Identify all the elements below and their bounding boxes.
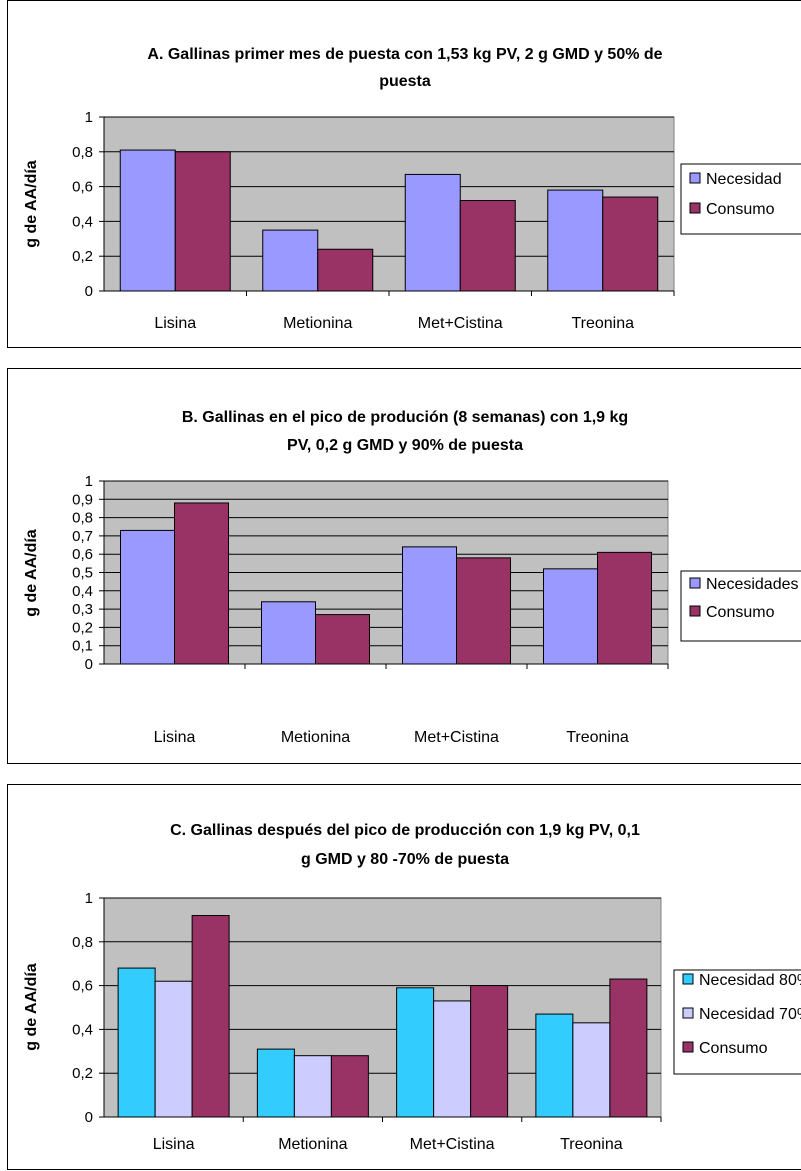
y-tick-label: 0 [85, 656, 93, 673]
chart-panel-a: A. Gallinas primer mes de puesta con 1,5… [7, 0, 801, 348]
bar-necesidad-70--met-cistina [433, 1000, 472, 1118]
chart-title-line: C. Gallinas después del pico de producci… [170, 822, 640, 839]
chart-panel-b: B. Gallinas en el pico de produción (8 s… [7, 368, 801, 764]
x-category-label: Metionina [278, 1136, 347, 1153]
y-tick-label: 0 [85, 283, 93, 300]
y-axis-label: g de AA/día [23, 160, 40, 248]
bar-necesidades-treonina [543, 568, 598, 665]
x-category-label: Lisina [153, 1136, 195, 1153]
legend-swatch [689, 202, 701, 214]
chart-c-svg: C. Gallinas después del pico de producci… [23, 822, 801, 1153]
y-axis-label: g de AA/día [23, 963, 40, 1051]
y-tick-label: 1 [85, 890, 93, 907]
bar-consumo-metionina [330, 1055, 369, 1118]
chart-title-line: A. Gallinas primer mes de puesta con 1,5… [147, 46, 662, 63]
bar-necesidad-80--met-cistina [396, 987, 435, 1118]
x-category-label: Treonina [566, 729, 629, 746]
legend-swatch [682, 1041, 694, 1053]
y-tick-label: 0,4 [72, 583, 93, 600]
y-tick-label: 1 [85, 473, 93, 490]
x-category-label: Lisina [154, 315, 196, 332]
y-tick-label: 0,5 [72, 565, 93, 582]
chart-title-line: B. Gallinas en el pico de produción (8 s… [182, 409, 628, 426]
bar-necesidad-lisina [119, 149, 176, 292]
y-tick-label: 0,9 [72, 491, 93, 508]
bar-consumo-metionina [315, 614, 370, 665]
chart-title-line: PV, 0,2 g GMD y 90% de puesta [287, 437, 523, 454]
y-tick-label: 0,4 [72, 1021, 93, 1038]
chart-title-line: g GMD y 80 -70% de puesta [301, 851, 509, 868]
x-category-label: Met+Cistina [414, 729, 499, 746]
y-tick-label: 0,6 [72, 179, 93, 196]
legend-entry-label: Consumo [706, 604, 775, 621]
bar-necesidad-metionina [262, 229, 319, 292]
bar-necesidades-lisina [120, 529, 175, 665]
x-category-label: Met+Cistina [410, 1136, 495, 1153]
x-category-label: Lisina [154, 729, 196, 746]
legend-swatch [689, 577, 701, 589]
legend-box [680, 570, 801, 642]
y-tick-label: 0,1 [72, 638, 93, 655]
bar-consumo-met-cistina [470, 985, 509, 1118]
bar-consumo-treonina [602, 196, 659, 292]
chart-b-svg: B. Gallinas en el pico de produción (8 s… [23, 409, 801, 746]
legend-swatch [682, 973, 694, 985]
y-tick-label: 1 [85, 109, 93, 126]
x-category-label: Met+Cistina [418, 315, 503, 332]
y-tick-label: 0,2 [72, 619, 93, 636]
bar-necesidad-treonina [547, 189, 604, 292]
legend-entry-label: Consumo [706, 201, 775, 218]
x-category-label: Treonina [560, 1136, 623, 1153]
chart-title-line: puesta [379, 73, 431, 90]
bar-consumo-treonina [609, 978, 648, 1118]
bar-necesidad-70--metionina [293, 1055, 332, 1118]
y-tick-label: 0,8 [72, 510, 93, 527]
bar-consumo-lisina [191, 915, 230, 1118]
y-tick-label: 0,7 [72, 528, 93, 545]
bar-consumo-lisina [174, 151, 231, 292]
legend-swatch [689, 605, 701, 617]
chart-a-svg: A. Gallinas primer mes de puesta con 1,5… [23, 46, 801, 332]
legend-entry-label: Necesidades [706, 576, 799, 593]
bar-necesidad-80--lisina [117, 967, 156, 1118]
legend-swatch [689, 172, 701, 184]
bar-necesidades-met-cistina [402, 546, 457, 665]
legend-box [680, 163, 801, 235]
y-axis-label: g de AA/día [23, 529, 40, 617]
chart-panel-c: C. Gallinas después del pico de producci… [7, 784, 801, 1170]
bar-consumo-met-cistina [459, 200, 516, 292]
y-tick-label: 0,3 [72, 601, 93, 618]
y-tick-label: 0,6 [72, 546, 93, 563]
legend-entry-label: Necesidad 80% [699, 972, 801, 989]
x-category-label: Metionina [283, 315, 352, 332]
bar-necesidad-80--metionina [256, 1048, 295, 1118]
bar-necesidad-met-cistina [404, 173, 461, 292]
bar-necesidad-80--treonina [535, 1013, 574, 1118]
y-tick-label: 0,2 [72, 1065, 93, 1082]
y-tick-label: 0,6 [72, 978, 93, 995]
x-category-label: Treonina [571, 315, 634, 332]
y-tick-label: 0,2 [72, 248, 93, 265]
y-tick-label: 0,4 [72, 213, 93, 230]
legend-box [673, 969, 801, 1075]
y-tick-label: 0 [85, 1109, 93, 1126]
legend-entry-label: Necesidad [706, 171, 782, 188]
legend-swatch [682, 1007, 694, 1019]
bar-consumo-metionina [317, 248, 374, 292]
bar-consumo-treonina [597, 551, 652, 665]
bar-necesidad-70--lisina [154, 980, 193, 1118]
legend-entry-label: Consumo [699, 1040, 768, 1057]
y-tick-label: 0,8 [72, 934, 93, 951]
bar-consumo-lisina [174, 502, 229, 665]
x-category-label: Metionina [281, 729, 350, 746]
y-tick-label: 0,8 [72, 144, 93, 161]
bar-consumo-met-cistina [456, 557, 511, 665]
bar-necesidad-70--treonina [572, 1022, 611, 1118]
legend-entry-label: Necesidad 70% [699, 1006, 801, 1023]
bar-necesidades-metionina [261, 601, 316, 665]
